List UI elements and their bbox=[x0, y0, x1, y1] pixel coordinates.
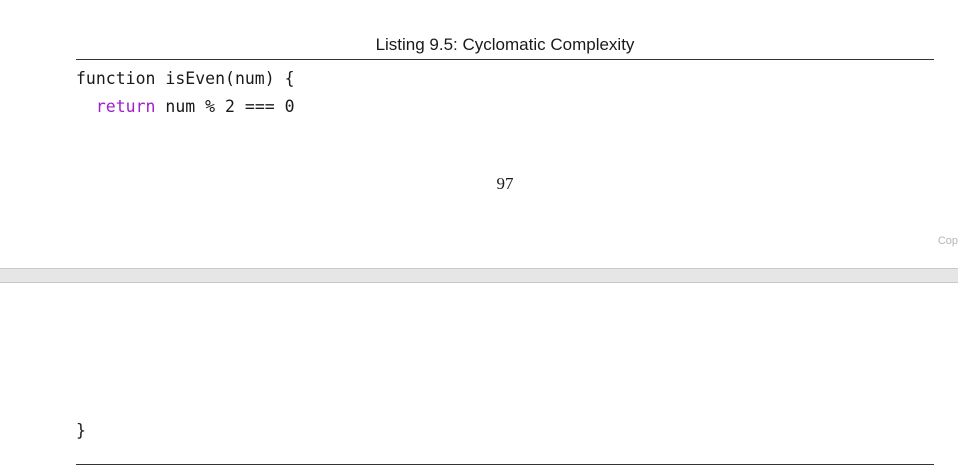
code-line-2: return num % 2 === 0 bbox=[76, 96, 295, 118]
code-keyword-return: return bbox=[95, 97, 156, 116]
page-top: Listing 9.5: Cyclomatic Complexity funct… bbox=[76, 35, 958, 247]
copyright-notice: Cop bbox=[937, 235, 958, 247]
listing-rule-bottom bbox=[76, 464, 934, 465]
listing-rule-top bbox=[76, 59, 934, 60]
page-bottom: } bbox=[0, 283, 958, 471]
page-number: 97 bbox=[496, 174, 514, 193]
code-line-1: function isEven(num) { bbox=[76, 69, 295, 88]
code-expression: num % 2 === 0 bbox=[155, 97, 295, 116]
page-separator bbox=[0, 268, 958, 283]
code-indent bbox=[76, 97, 96, 116]
code-line-closing-brace: } bbox=[76, 421, 86, 440]
listing-caption: Listing 9.5: Cyclomatic Complexity bbox=[375, 35, 635, 54]
